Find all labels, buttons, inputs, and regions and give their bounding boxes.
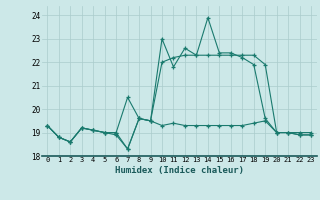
X-axis label: Humidex (Indice chaleur): Humidex (Indice chaleur) <box>115 166 244 175</box>
